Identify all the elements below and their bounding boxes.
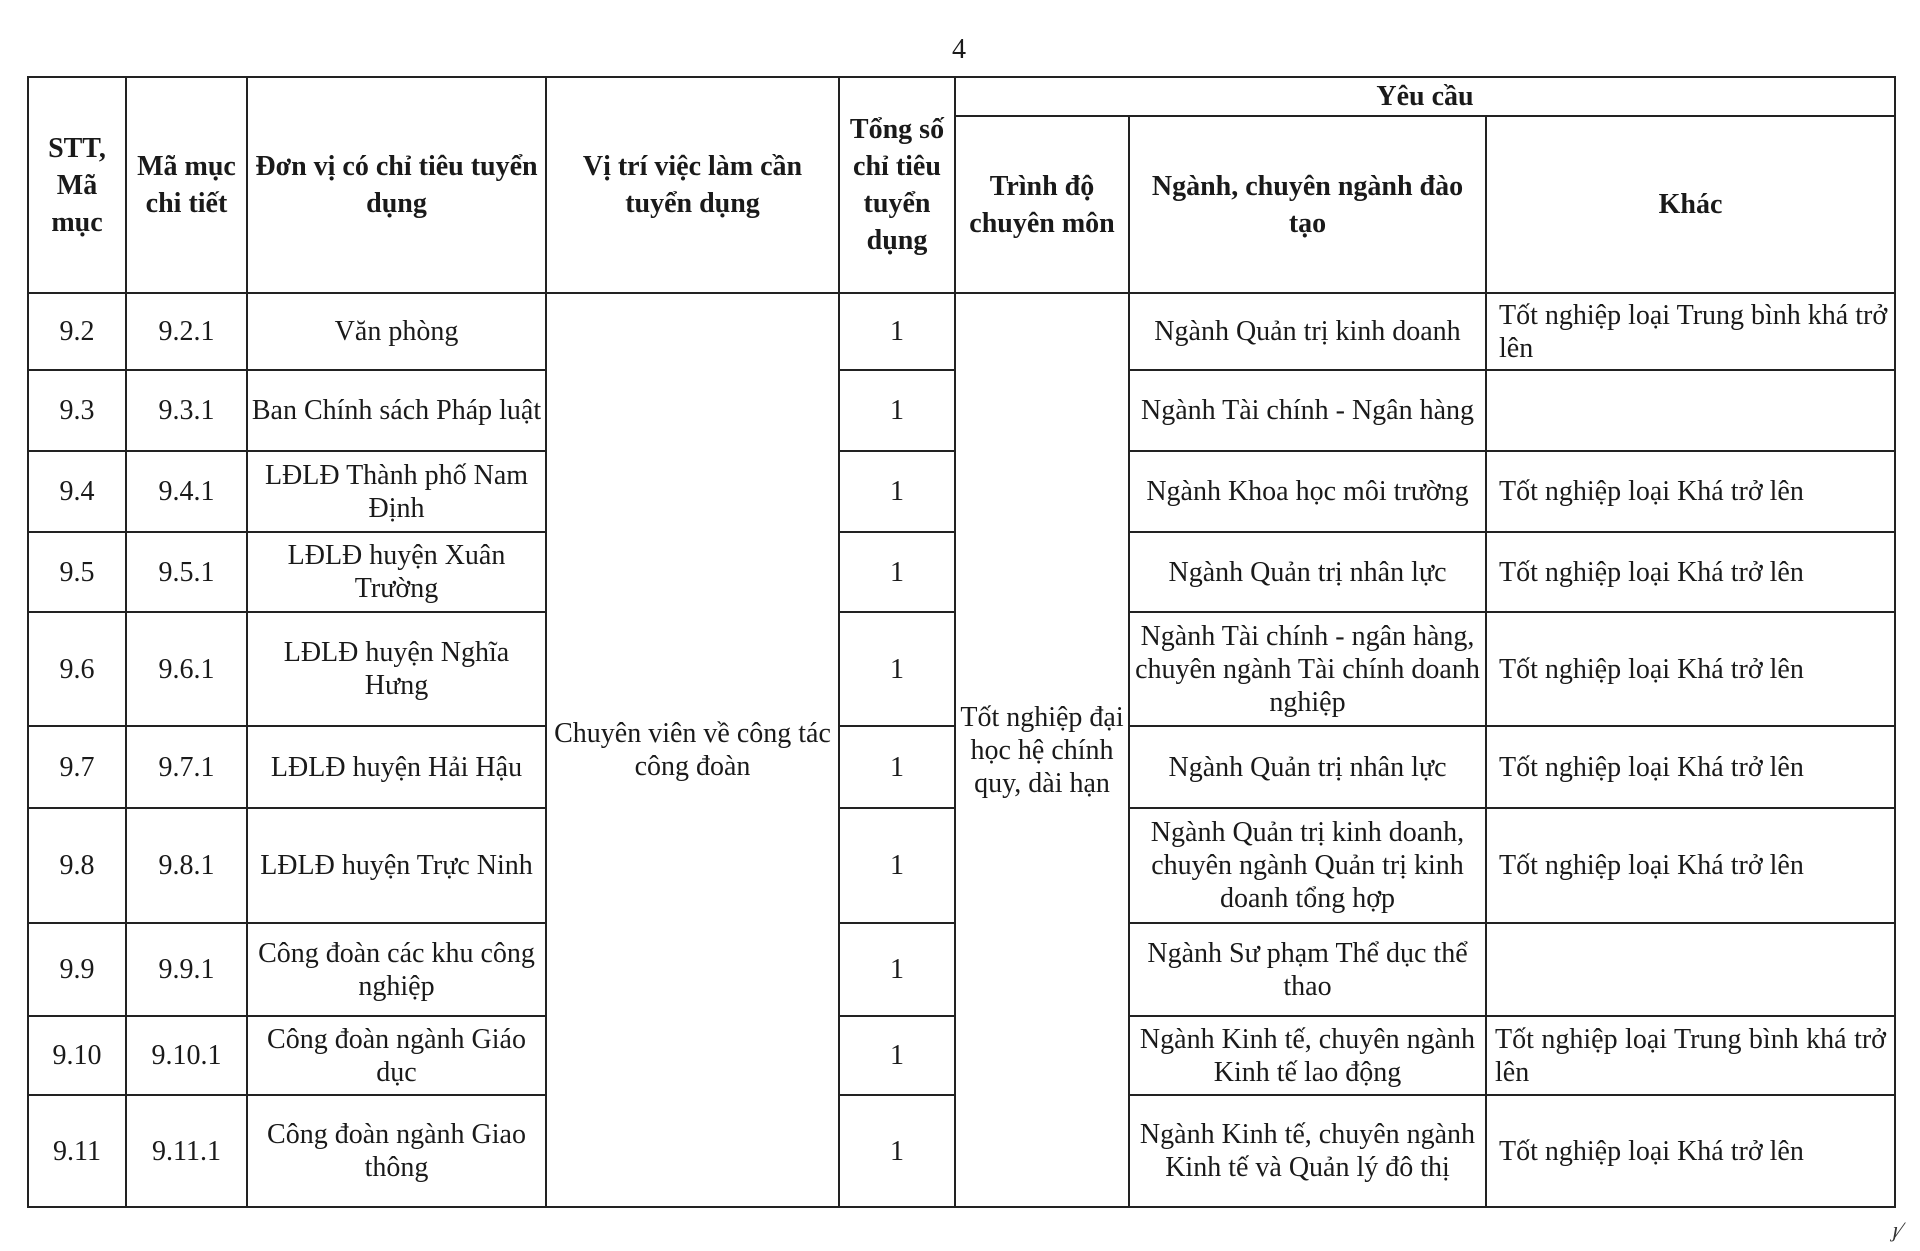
cell-nganh: Ngành Quản trị kinh doanh, chuyên ngành … (1128, 807, 1487, 924)
cell-don-vi: LĐLĐ Thành phố Nam Định (246, 450, 547, 533)
cell-ma-muc: 9.7.1 (125, 725, 248, 809)
cell-nganh: Ngành Tài chính - Ngân hàng (1128, 369, 1487, 452)
header-vi-tri: Vị trí việc làm cần tuyển dụng (545, 76, 840, 294)
cell-khac (1485, 369, 1896, 452)
table-row: 9.7 9.7.1 LĐLĐ huyện Hải Hậu 1 Ngành Quản tr… (27, 725, 1896, 809)
cell-don-vi: LĐLĐ huyện Hải Hậu (246, 725, 547, 809)
cell-nganh: Ngành Quản trị nhân lực (1128, 725, 1487, 809)
recruitment-table: STT, Mã mục Mã mục chi tiết Đơn vị có ch… (27, 76, 1896, 1208)
cell-ma-muc: 9.2.1 (125, 292, 248, 371)
cell-khac: Tốt nghiệp loại Trung bình khá trở lên (1485, 1015, 1896, 1096)
cell-ma-muc: 9.5.1 (125, 531, 248, 613)
header-yeu-cau: Yêu cầu (954, 76, 1896, 117)
cell-nganh: Ngành Kinh tế, chuyên ngành Kinh tế và Q… (1128, 1094, 1487, 1208)
table-row: 9.9 9.9.1 Công đoàn các khu công nghiệp 1 Ng… (27, 922, 1896, 1017)
cell-tong-so: 1 (838, 725, 956, 809)
cell-ma-muc: 9.11.1 (125, 1094, 248, 1208)
header-stt: STT, Mã mục (27, 76, 127, 294)
cell-trinh-do: Tốt nghiệp đại học hệ chính quy, dài hạn (954, 292, 1130, 1208)
header-tong-so: Tổng số chỉ tiêu tuyển dụng (838, 76, 956, 294)
cell-tong-so: 1 (838, 292, 956, 371)
cell-don-vi: Công đoàn ngành Giáo dục (246, 1015, 547, 1096)
handwritten-initial: ȷ⁄ (1892, 1217, 1902, 1242)
cell-ma-muc: 9.3.1 (125, 369, 248, 452)
table-row: 9.10 9.10.1 Công đoàn ngành Giáo dục 1 Ngành… (27, 1015, 1896, 1096)
header-trinh-do: Trình độ chuyên môn (954, 115, 1130, 294)
cell-tong-so: 1 (838, 450, 956, 533)
cell-khac: Tốt nghiệp loại Khá trở lên (1485, 531, 1896, 613)
table-row: 9.3 9.3.1 Ban Chính sách Pháp luật 1 Ngành T… (27, 369, 1896, 452)
cell-tong-so: 1 (838, 531, 956, 613)
page-number: 4 (952, 34, 966, 65)
cell-stt: 9.10 (27, 1015, 127, 1096)
table-row: 9.5 9.5.1 LĐLĐ huyện Xuân Trường 1 Ngành Quả… (27, 531, 1896, 613)
cell-don-vi: LĐLĐ huyện Nghĩa Hưng (246, 611, 547, 727)
table-row: 9.11 9.11.1 Công đoàn ngành Giao thông 1 Ngà… (27, 1094, 1896, 1208)
table-row: 9.2 9.2.1 Văn phòng Chuyên viên về công tác… (27, 292, 1896, 1208)
cell-nganh: Ngành Kinh tế, chuyên ngành Kinh tế lao … (1128, 1015, 1487, 1096)
cell-stt: 9.11 (27, 1094, 127, 1208)
cell-stt: 9.2 (27, 292, 127, 371)
cell-nganh: Ngành Tài chính - ngân hàng, chuyên ngàn… (1128, 611, 1487, 727)
cell-don-vi: LĐLĐ huyện Xuân Trường (246, 531, 547, 613)
cell-stt: 9.3 (27, 369, 127, 452)
cell-khac (1485, 922, 1896, 1017)
table-row: 9.4 9.4.1 LĐLĐ Thành phố Nam Định 1 Ngành Kh… (27, 450, 1896, 533)
cell-nganh: Ngành Quản trị nhân lực (1128, 531, 1487, 613)
cell-don-vi: Công đoàn các khu công nghiệp (246, 922, 547, 1017)
cell-stt: 9.5 (27, 531, 127, 613)
cell-khac: Tốt nghiệp loại Trung bình khá trở lên (1485, 292, 1896, 371)
cell-ma-muc: 9.6.1 (125, 611, 248, 727)
cell-ma-muc: 9.8.1 (125, 807, 248, 924)
cell-tong-so: 1 (838, 807, 956, 924)
cell-nganh: Ngành Quản trị kinh doanh (1128, 292, 1487, 371)
table-row: 9.8 9.8.1 LĐLĐ huyện Trực Ninh 1 Ngành Quản … (27, 807, 1896, 924)
cell-stt: 9.8 (27, 807, 127, 924)
cell-tong-so: 1 (838, 1094, 956, 1208)
cell-don-vi: LĐLĐ huyện Trực Ninh (246, 807, 547, 924)
cell-don-vi: Ban Chính sách Pháp luật (246, 369, 547, 452)
header-khac: Khác (1485, 115, 1896, 294)
header-ma-muc: Mã mục chi tiết (125, 76, 248, 294)
header-don-vi: Đơn vị có chỉ tiêu tuyển dụng (246, 76, 547, 294)
cell-stt: 9.9 (27, 922, 127, 1017)
cell-stt: 9.4 (27, 450, 127, 533)
cell-khac: Tốt nghiệp loại Khá trở lên (1485, 725, 1896, 809)
cell-ma-muc: 9.4.1 (125, 450, 248, 533)
cell-vi-tri: Chuyên viên về công tác công đoàn (545, 292, 840, 1208)
cell-nganh: Ngành Khoa học môi trường (1128, 450, 1487, 533)
cell-don-vi: Công đoàn ngành Giao thông (246, 1094, 547, 1208)
cell-stt: 9.7 (27, 725, 127, 809)
cell-don-vi: Văn phòng (246, 292, 547, 371)
cell-ma-muc: 9.10.1 (125, 1015, 248, 1096)
cell-khac: Tốt nghiệp loại Khá trở lên (1485, 807, 1896, 924)
header-nganh: Ngành, chuyên ngành đào tạo (1128, 115, 1487, 294)
cell-khac: Tốt nghiệp loại Khá trở lên (1485, 611, 1896, 727)
cell-khac: Tốt nghiệp loại Khá trở lên (1485, 450, 1896, 533)
cell-khac: Tốt nghiệp loại Khá trở lên (1485, 1094, 1896, 1208)
table-row: 9.6 9.6.1 LĐLĐ huyện Nghĩa Hưng 1 Ngành Tài … (27, 611, 1896, 727)
cell-tong-so: 1 (838, 611, 956, 727)
cell-tong-so: 1 (838, 369, 956, 452)
cell-tong-so: 1 (838, 922, 956, 1017)
cell-tong-so: 1 (838, 1015, 956, 1096)
cell-ma-muc: 9.9.1 (125, 922, 248, 1017)
cell-stt: 9.6 (27, 611, 127, 727)
cell-nganh: Ngành Sư phạm Thể dục thể thao (1128, 922, 1487, 1017)
